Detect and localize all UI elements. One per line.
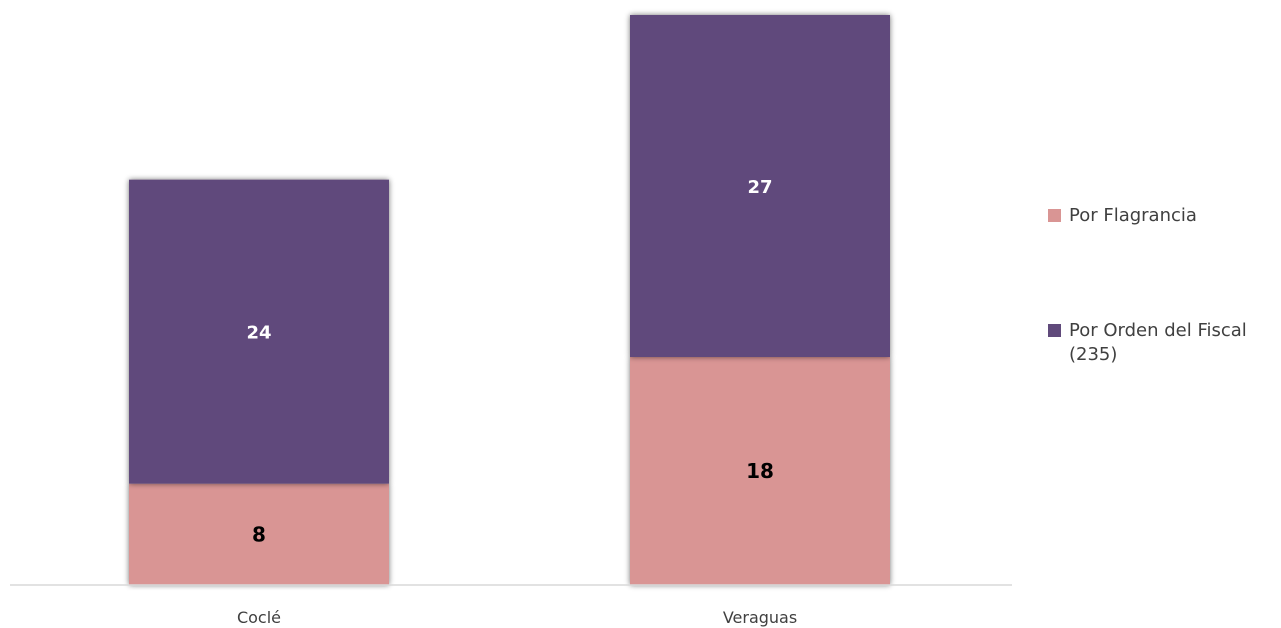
legend-label-por-flagrancia: Por Flagrancia [1069,205,1197,226]
legend-swatch-por-orden-del-fiscal [1048,324,1061,338]
data-label-veraguas-por-orden-del-fiscal-235: 27 [747,177,772,198]
data-label-veraguas-por-flagrancia: 18 [746,459,774,483]
bar-cocle-por-flagrancia [129,483,389,585]
bar-cocle-por-orden-del-fiscal-235 [129,179,389,484]
labels-layer: 8 24 18 27 [246,177,773,546]
bar-veraguas-por-flagrancia [630,357,890,585]
legend-item-por-orden-del-fiscal: Por Orden del Fiscal (235) [1048,319,1278,366]
x-tick-label-cocle: Coclé [237,608,281,627]
legend-item-por-flagrancia: Por Flagrancia [1048,204,1278,227]
bar-veraguas-por-orden-del-fiscal-235 [630,15,890,357]
legend-swatch-por-flagrancia [1048,209,1061,222]
legend-label-por-orden-del-fiscal: Por Orden del Fiscal (235) [1069,320,1247,365]
x-tick-labels: Coclé Veraguas [237,608,797,627]
x-tick-label-veraguas: Veraguas [723,608,797,627]
data-label-cocle-por-orden-del-fiscal-235: 24 [246,323,271,344]
legend: Por Flagrancia Por Orden del Fiscal (235… [1048,204,1278,366]
bars-layer [129,15,890,585]
data-label-cocle-por-flagrancia: 8 [252,522,266,546]
